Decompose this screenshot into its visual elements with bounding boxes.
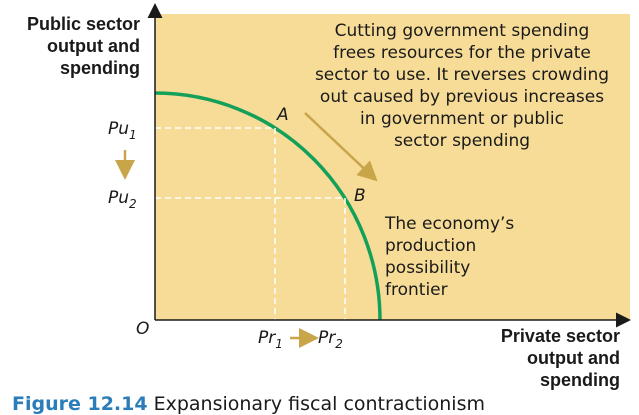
annotation: Cutting government spending frees resour… bbox=[315, 21, 609, 151]
annotation-line: out caused by previous increases bbox=[320, 87, 604, 107]
tick-label: Pr1 bbox=[258, 328, 283, 351]
curve-label-line: The economy’s bbox=[384, 214, 514, 234]
x-axis-label: output and bbox=[527, 348, 620, 368]
y-axis-label: output and bbox=[47, 36, 140, 56]
tick-sub: 1 bbox=[275, 337, 283, 351]
origin-label: O bbox=[136, 319, 149, 339]
guide-lines bbox=[155, 127, 346, 320]
caption: Figure 12.14 Expansionary fiscal contract… bbox=[12, 393, 485, 415]
x-axis-label: Private sector bbox=[501, 326, 620, 346]
tick-sub: 1 bbox=[129, 128, 137, 142]
tick-sub: 2 bbox=[335, 337, 343, 351]
tick-label: Pu2 bbox=[108, 188, 137, 211]
curve-label-line: frontier bbox=[385, 280, 448, 300]
annotation-line: sector spending bbox=[394, 131, 530, 151]
annotation-line: frees resources for the private bbox=[333, 43, 591, 63]
x-axis-label: spending bbox=[540, 370, 620, 390]
tick-sub: 2 bbox=[129, 197, 137, 211]
y-axis-label: Public sector bbox=[27, 14, 140, 34]
curve-label-line: possibility bbox=[385, 258, 470, 278]
tick-label: Pu1 bbox=[108, 119, 137, 142]
ppf-curve bbox=[154, 91, 382, 321]
annotation-line: Cutting government spending bbox=[335, 21, 590, 41]
tick-base: Pr bbox=[318, 328, 336, 348]
y-axis-label: spending bbox=[60, 58, 140, 78]
point-label: A bbox=[276, 105, 289, 125]
tick-base: Pu bbox=[108, 188, 129, 208]
curve-label-line: production bbox=[385, 236, 476, 256]
tick-label: Pr2 bbox=[318, 328, 343, 351]
curve-label: The economy’s production possibility fro… bbox=[384, 214, 514, 300]
caption-number: Figure 12.14 bbox=[12, 393, 148, 415]
caption-title: Expansionary fiscal contractionism bbox=[154, 393, 485, 415]
movement-arrow bbox=[304, 112, 378, 182]
tick-base: Pr bbox=[258, 328, 276, 348]
plot-background bbox=[155, 14, 630, 320]
annotation-line: sector to use. It reverses crowding bbox=[315, 65, 609, 85]
point-label: B bbox=[354, 186, 366, 206]
tick-base: Pu bbox=[108, 119, 129, 139]
annotation-line: in government or public bbox=[360, 109, 564, 129]
